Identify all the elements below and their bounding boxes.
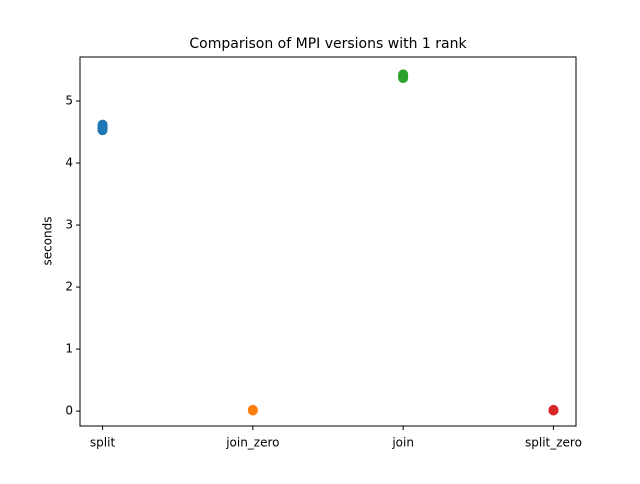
y-tick-label: 5 [65,94,73,108]
y-axis-label: seconds [41,216,55,265]
x-tick-label: join [391,436,414,450]
point [247,405,258,416]
x-tick-label: join_zero [225,436,279,450]
x-tick-label: split_zero [525,436,582,450]
point [97,119,108,130]
y-tick-label: 4 [65,156,73,170]
chart-title: Comparison of MPI versions with 1 rank [189,36,467,52]
y-tick-label: 3 [65,218,73,232]
y-tick-label: 0 [65,404,73,418]
x-tick-label: split [90,436,116,450]
y-tick-label: 1 [65,342,73,356]
point [398,69,409,80]
plot-frame [79,56,577,427]
y-tick-label: 2 [65,280,73,294]
point [548,405,559,416]
